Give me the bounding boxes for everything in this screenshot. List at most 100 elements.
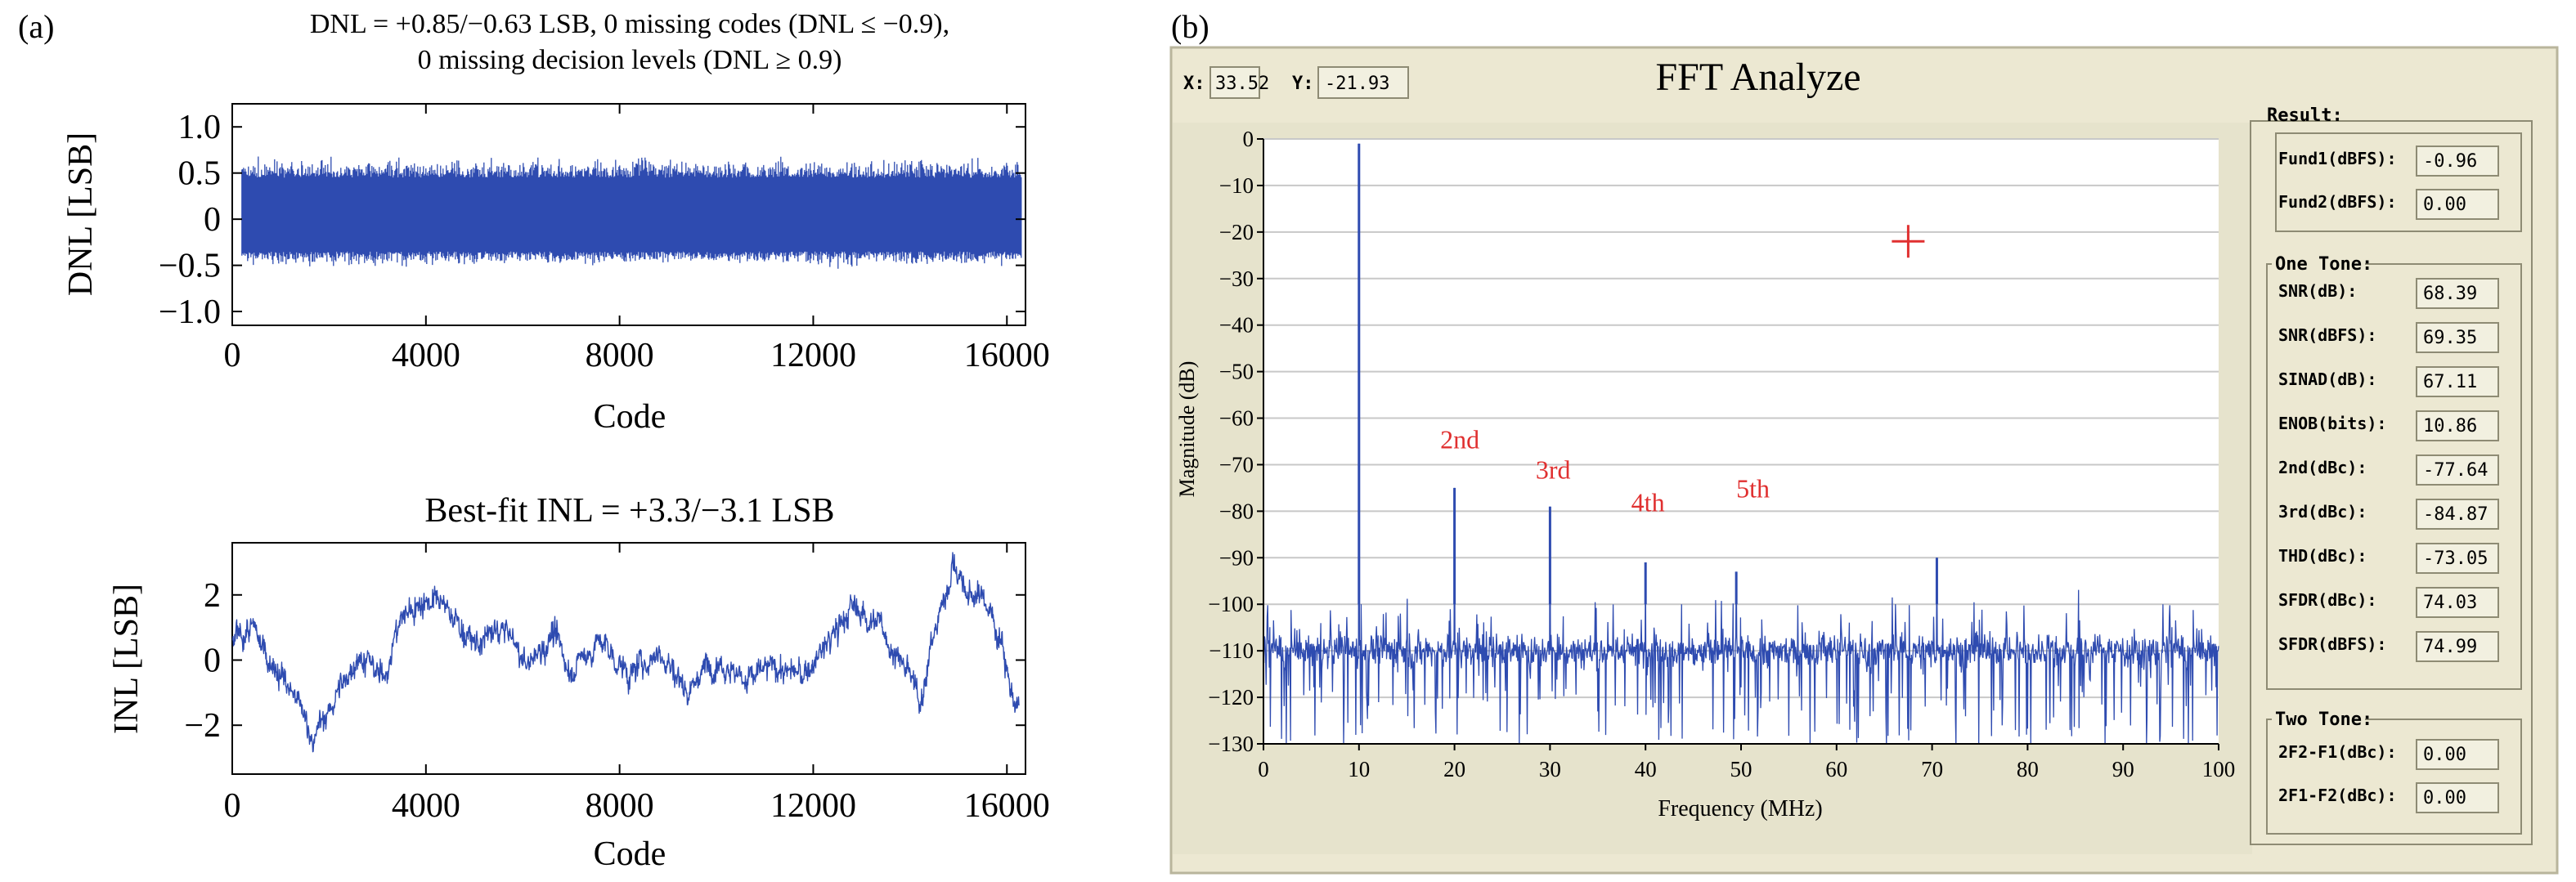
two-tone-title-bg bbox=[2272, 710, 2365, 729]
fft-harmonic-label: 5th bbox=[1736, 473, 1770, 503]
fft-x-tick-label: 100 bbox=[2202, 757, 2236, 781]
inl-x-tick-label: 8000 bbox=[586, 787, 654, 825]
fft-y-label: Magnitude (dB) bbox=[1175, 361, 1199, 498]
results-panel: Result: Fund1(dBFS): -0.96 Fund2(dBFS): 0.0… bbox=[2250, 105, 2533, 845]
dnl-axes: 1.00.50−0.5−1.00 4000 8000 12000 16000 bbox=[159, 104, 1050, 374]
fft-x-label: Frequency (MHz) bbox=[1658, 796, 1822, 822]
result-field-box[interactable] bbox=[2416, 739, 2499, 770]
dnl-series bbox=[241, 156, 1022, 269]
dnl-y-tick-label: 1.0 bbox=[178, 109, 222, 146]
result-fields: Fund1(dBFS): -0.96 Fund2(dBFS): 0.00 bbox=[2278, 146, 2499, 220]
two-tone-fields: 2F2-F1(dBc): 0.00 2F1-F2(dBc): 0.00 bbox=[2278, 739, 2499, 813]
result-field-value: 10.86 bbox=[2423, 416, 2477, 437]
fft-harmonic-label: 4th bbox=[1631, 487, 1665, 517]
result-group-title: Result: bbox=[2267, 105, 2343, 126]
one-tone-group-box bbox=[2266, 263, 2522, 690]
fft-x-tick-label: 80 bbox=[2017, 757, 2039, 781]
result-field-box[interactable] bbox=[2416, 782, 2499, 813]
dnl-x-tick-label: 8000 bbox=[586, 337, 654, 374]
dnl-x-tick-label: 4000 bbox=[392, 337, 460, 374]
dnl-y-tick-label: −0.5 bbox=[159, 248, 221, 285]
inl-x-tick-label: 12000 bbox=[770, 787, 856, 825]
inl-y-tick-label: −2 bbox=[184, 707, 221, 745]
result-field-label: ENOB(bits): bbox=[2278, 414, 2386, 433]
fft-y-tick-label: −30 bbox=[1219, 266, 1254, 291]
result-field-box[interactable] bbox=[2416, 366, 2499, 397]
result-field-label: 2nd(dBc): bbox=[2278, 458, 2367, 477]
cursor-y-field[interactable] bbox=[1317, 66, 1409, 99]
fft-y-tick-label: −40 bbox=[1219, 313, 1254, 338]
result-field-value: -73.05 bbox=[2423, 548, 2488, 569]
result-field-value: -84.87 bbox=[2423, 504, 2488, 525]
result-field-value: -77.64 bbox=[2423, 460, 2488, 481]
dnl-y-tick-label: 0 bbox=[204, 201, 221, 239]
result-field-box[interactable] bbox=[2416, 146, 2499, 177]
result-field-label: SFDR(dBc): bbox=[2278, 590, 2376, 610]
result-field-label: Fund1(dBFS): bbox=[2278, 149, 2397, 168]
inl-axes: 2 0 −2 0 4000 8000 12000 16000 bbox=[184, 543, 1050, 825]
inl-x-tick-label: 4000 bbox=[392, 787, 460, 825]
inl-title: Best-fit INL = +3.3/−3.1 LSB bbox=[424, 492, 834, 530]
fft-x-tick-label: 50 bbox=[1730, 757, 1752, 781]
panel-a-label: (a) bbox=[18, 8, 54, 45]
result-field-label: SINAD(dB): bbox=[2278, 369, 2376, 389]
result-group-box bbox=[2275, 132, 2522, 232]
dnl-title-line2: 0 missing decision levels (DNL ≥ 0.9) bbox=[418, 45, 842, 75]
result-field-value: -0.96 bbox=[2423, 151, 2477, 172]
fft-y-tick-label: −130 bbox=[1208, 732, 1254, 756]
result-field-box[interactable] bbox=[2416, 454, 2499, 486]
fft-series bbox=[1263, 143, 2219, 745]
result-field-label: 2F1-F2(dBc): bbox=[2278, 786, 2397, 805]
panel-b-label: (b) bbox=[1171, 8, 1209, 45]
inl-plot-frame bbox=[231, 542, 1026, 775]
fft-y-tick-label: −60 bbox=[1219, 406, 1254, 431]
result-field-box[interactable] bbox=[2416, 278, 2499, 309]
result-field-label: 3rd(dBc): bbox=[2278, 502, 2367, 522]
fft-harmonic-label: 2nd bbox=[1440, 425, 1479, 454]
fft-x-tick-label: 40 bbox=[1635, 757, 1657, 781]
dnl-x-tick-label: 0 bbox=[224, 337, 241, 374]
result-field-value: 0.00 bbox=[2423, 195, 2466, 215]
fft-annotations: 2nd 3rd 4th 5th bbox=[1440, 425, 1770, 517]
result-field-value: 0.00 bbox=[2423, 745, 2466, 765]
dnl-y-label: DNL [LSB] bbox=[62, 132, 100, 296]
fft-y-tick-label: −90 bbox=[1219, 545, 1254, 570]
fft-y-tick-label: −20 bbox=[1219, 220, 1254, 244]
fft-spectrum-line bbox=[1263, 143, 2219, 745]
result-field-label: Fund2(dBFS): bbox=[2278, 192, 2397, 212]
fft-y-tick-label: −80 bbox=[1219, 499, 1254, 523]
inl-series-line bbox=[231, 552, 1020, 753]
fft-harmonic-label: 3rd bbox=[1536, 455, 1571, 485]
dnl-y-tick-label: 0.5 bbox=[178, 155, 222, 193]
dnl-y-tick-label: −1.0 bbox=[159, 293, 221, 331]
result-field-box[interactable] bbox=[2416, 587, 2499, 618]
fft-x-tick-label: 90 bbox=[2112, 757, 2134, 781]
inl-x-tick-label: 16000 bbox=[964, 787, 1050, 825]
result-field-box[interactable] bbox=[2416, 631, 2499, 662]
fft-cursor-marker[interactable] bbox=[1892, 225, 1925, 258]
dnl-series-line bbox=[241, 156, 1022, 269]
result-field-label: SFDR(dBFS): bbox=[2278, 634, 2386, 654]
fft-x-tick-label: 60 bbox=[1825, 757, 1847, 781]
dnl-x-tick-label: 12000 bbox=[770, 337, 856, 374]
cursor-y-value: -21.93 bbox=[1325, 74, 1389, 94]
result-field-box[interactable] bbox=[2416, 189, 2499, 220]
dnl-x-label: Code bbox=[594, 398, 666, 436]
inl-series bbox=[231, 552, 1020, 753]
two-tone-group-title: Two Tone: bbox=[2275, 710, 2372, 730]
fft-x-tick-label: 30 bbox=[1539, 757, 1561, 781]
result-field-label: 2F2-F1(dBc): bbox=[2278, 742, 2397, 762]
result-field-box[interactable] bbox=[2416, 322, 2499, 353]
result-field-value: 67.11 bbox=[2423, 372, 2477, 392]
fft-y-tick-label: −70 bbox=[1219, 452, 1254, 477]
result-field-label: THD(dBc): bbox=[2278, 546, 2367, 566]
result-field-box[interactable] bbox=[2416, 543, 2499, 574]
result-field-box[interactable] bbox=[2416, 499, 2499, 530]
one-tone-group-title: One Tone: bbox=[2275, 254, 2372, 275]
result-field-box[interactable] bbox=[2416, 410, 2499, 441]
result-field-value: 68.39 bbox=[2423, 284, 2477, 304]
fft-x-tick-label: 10 bbox=[1348, 757, 1370, 781]
inl-chart: 2 0 −2 0 4000 8000 12000 16000 INL [LSB] Code bbox=[108, 542, 1050, 873]
inl-x-tick-label: 0 bbox=[224, 787, 241, 825]
cursor-x-field[interactable] bbox=[1209, 66, 1260, 99]
